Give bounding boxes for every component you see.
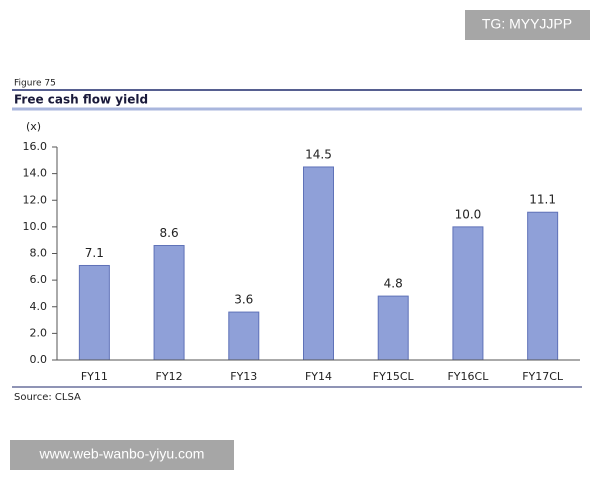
watermark: www.web-wanbo-yiyu.com bbox=[39, 446, 205, 462]
chart-title: Free cash flow yield bbox=[14, 93, 148, 107]
y-axis-label: (x) bbox=[26, 120, 41, 133]
y-tick-label: 14.0 bbox=[23, 167, 48, 180]
y-tick-label: 2.0 bbox=[30, 326, 48, 339]
bar bbox=[527, 211, 559, 361]
bar bbox=[377, 295, 409, 361]
x-tick-label: FY12 bbox=[156, 370, 183, 383]
value-label: 8.6 bbox=[160, 226, 179, 240]
bar bbox=[452, 226, 484, 361]
watermark-box bbox=[10, 440, 234, 470]
y-tick-label: 0.0 bbox=[30, 353, 48, 366]
y-tick-label: 12.0 bbox=[23, 193, 48, 206]
watermark: TG: MYYJJPP bbox=[482, 16, 572, 32]
value-label: 11.1 bbox=[529, 193, 556, 207]
x-tick-label: FY13 bbox=[230, 370, 257, 383]
source: Source: CLSA bbox=[14, 392, 81, 403]
value-label: 14.5 bbox=[305, 147, 332, 161]
value-label: 3.6 bbox=[234, 293, 253, 307]
y-tick-label: 6.0 bbox=[30, 273, 48, 286]
bar bbox=[78, 264, 110, 361]
y-tick-label: 10.0 bbox=[23, 220, 48, 233]
y-tick-label: 16.0 bbox=[23, 140, 48, 153]
y-tick-label: 8.0 bbox=[30, 247, 48, 260]
watermark-box bbox=[465, 10, 590, 40]
x-tick-label: FY11 bbox=[81, 370, 108, 383]
bar bbox=[153, 245, 185, 361]
figure-label: Figure 75 bbox=[14, 79, 56, 89]
value-label: 7.1 bbox=[85, 246, 104, 260]
bar bbox=[303, 166, 334, 361]
y-tick-label: 4.0 bbox=[30, 300, 48, 313]
value-label: 4.8 bbox=[384, 277, 403, 291]
value-label: 10.0 bbox=[455, 207, 482, 221]
bar bbox=[228, 311, 260, 361]
x-tick-label: FY16CL bbox=[447, 370, 489, 383]
x-tick-label: FY17CL bbox=[522, 370, 564, 383]
x-tick-label: FY14 bbox=[305, 370, 332, 383]
x-tick-label: FY15CL bbox=[373, 370, 415, 383]
